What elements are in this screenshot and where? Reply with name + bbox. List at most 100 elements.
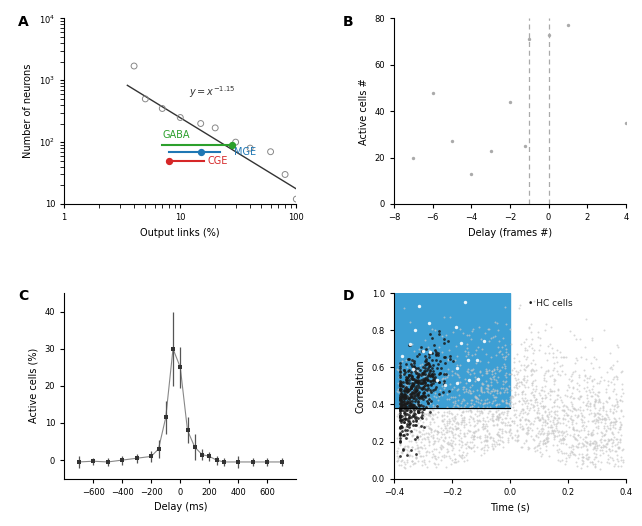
- Point: [490, 393, 501, 401]
- Point: [521, 335, 531, 343]
- Point: [489, 386, 499, 394]
- Point: [459, 423, 469, 431]
- Point: [406, 428, 417, 436]
- Point: [494, 424, 505, 433]
- Point: [406, 384, 416, 392]
- Point: [395, 385, 406, 393]
- Point: [499, 341, 510, 349]
- Point: [402, 422, 412, 430]
- Point: [417, 404, 428, 412]
- Point: [584, 386, 594, 394]
- Point: [424, 424, 434, 432]
- Point: [436, 428, 446, 437]
- Point: [487, 440, 497, 449]
- Point: [462, 330, 473, 339]
- Point: [394, 433, 404, 442]
- Point: [611, 357, 621, 365]
- Point: [586, 429, 596, 438]
- Point: [567, 407, 577, 416]
- Point: [559, 449, 569, 458]
- Point: [539, 421, 550, 430]
- Point: [557, 456, 568, 464]
- Point: [612, 403, 623, 411]
- Point: [594, 464, 605, 473]
- Point: [577, 460, 587, 469]
- Point: [540, 416, 550, 424]
- Point: [429, 454, 440, 463]
- Point: [428, 440, 438, 448]
- Point: [553, 428, 563, 437]
- Point: [615, 396, 625, 404]
- Point: [407, 408, 417, 416]
- Point: [427, 446, 437, 454]
- Point: [529, 367, 539, 375]
- Point: [465, 444, 476, 452]
- Point: [442, 440, 453, 449]
- Point: [564, 449, 575, 457]
- Point: [419, 458, 429, 466]
- Point: [600, 442, 610, 450]
- Point: [600, 414, 610, 422]
- Point: [611, 417, 621, 425]
- Point: [507, 417, 517, 425]
- Point: [469, 428, 479, 437]
- Point: [594, 397, 604, 405]
- Point: [405, 397, 415, 406]
- Point: [412, 386, 422, 394]
- Point: [548, 440, 558, 449]
- Point: [490, 393, 500, 402]
- Point: [419, 384, 429, 392]
- Point: [605, 424, 616, 433]
- Point: [401, 402, 411, 410]
- Point: [505, 325, 515, 333]
- Point: [420, 385, 430, 393]
- Point: [482, 446, 492, 454]
- Point: [581, 401, 591, 409]
- Point: [526, 358, 536, 367]
- Point: [492, 389, 502, 397]
- Point: [523, 382, 533, 391]
- Point: [414, 350, 424, 358]
- Point: [433, 428, 444, 437]
- Point: [544, 385, 555, 393]
- Point: [413, 400, 424, 408]
- Point: [555, 362, 565, 370]
- Point: [467, 428, 478, 436]
- Point: [461, 440, 471, 448]
- Point: [554, 444, 564, 453]
- Point: [428, 403, 438, 411]
- Point: [584, 374, 594, 382]
- Point: [420, 336, 430, 345]
- Point: [424, 369, 435, 377]
- Point: [394, 422, 404, 431]
- Point: [406, 430, 417, 439]
- Point: [419, 372, 429, 380]
- Point: [524, 35, 534, 44]
- Point: [573, 373, 584, 381]
- Y-axis label: Number of neurons: Number of neurons: [24, 64, 33, 158]
- Point: [403, 393, 413, 402]
- Point: [398, 445, 408, 453]
- Point: [573, 439, 583, 448]
- Point: [394, 359, 404, 368]
- Point: [558, 433, 568, 442]
- Point: [459, 429, 469, 438]
- Point: [129, 62, 139, 70]
- Point: [560, 370, 570, 379]
- Point: [446, 441, 456, 449]
- Point: [492, 420, 502, 429]
- Point: [442, 412, 453, 421]
- Point: [596, 438, 606, 446]
- Point: [409, 375, 419, 383]
- Point: [547, 426, 557, 434]
- Point: [517, 380, 527, 389]
- Point: [399, 386, 410, 394]
- Point: [455, 426, 465, 434]
- Point: [397, 456, 408, 464]
- Point: [596, 414, 607, 423]
- Text: GABA: GABA: [162, 129, 190, 139]
- Point: [519, 352, 529, 360]
- Point: [210, 124, 220, 132]
- Point: [568, 404, 578, 412]
- Point: [436, 444, 446, 452]
